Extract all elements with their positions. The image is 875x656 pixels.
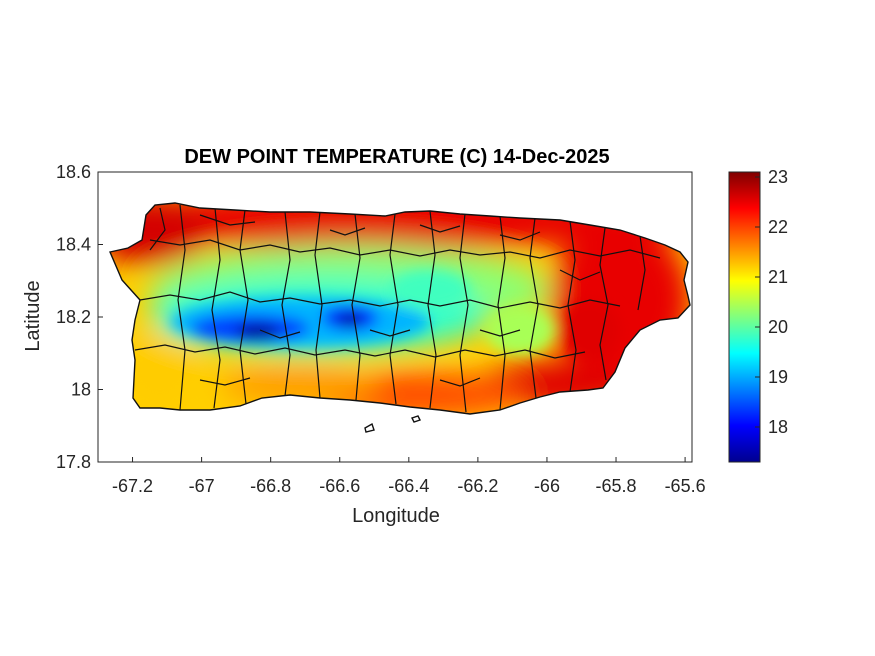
colorbar-tick-label: 18 — [768, 417, 788, 437]
municipality-boundaries — [134, 204, 661, 413]
chart-title: DEW POINT TEMPERATURE (C) 14-Dec-2025 — [184, 146, 609, 168]
x-tick-label: -65.8 — [596, 476, 637, 496]
x-axis: -67.2 -67 -66.8 -66.6 -66.4 -66.2 -66 -65.8 -65.… — [112, 457, 706, 496]
y-tick-label: 18.2 — [56, 307, 91, 327]
x-tick-label: -65.6 — [665, 476, 706, 496]
y-tick-label: 18.6 — [56, 162, 91, 182]
x-axis-label: Longitude — [352, 505, 440, 527]
y-tick-label: 18.4 — [56, 235, 91, 255]
colorbar-tick-label: 19 — [768, 367, 788, 387]
coastline — [109, 202, 691, 433]
y-axis-label: Latitude — [22, 280, 44, 351]
colorbar-tick-label: 20 — [768, 317, 788, 337]
y-tick-label: 17.8 — [56, 452, 91, 472]
y-tick-label: 18 — [71, 380, 91, 400]
x-tick-label: -66 — [534, 476, 560, 496]
x-tick-label: -66.2 — [457, 476, 498, 496]
colorbar-ticks: 23 22 21 20 19 18 — [755, 167, 788, 437]
colorbar-tick-label: 22 — [768, 217, 788, 237]
colorbar-tick-label: 23 — [768, 167, 788, 187]
y-axis: 18.6 18.4 18.2 18 17.8 — [56, 162, 103, 472]
x-tick-label: -66.4 — [388, 476, 429, 496]
x-tick-label: -66.6 — [319, 476, 360, 496]
x-tick-label: -67.2 — [112, 476, 153, 496]
colorbar — [728, 171, 761, 463]
colorbar-tick-label: 21 — [768, 267, 788, 287]
x-tick-label: -66.8 — [250, 476, 291, 496]
x-tick-label: -67 — [189, 476, 215, 496]
